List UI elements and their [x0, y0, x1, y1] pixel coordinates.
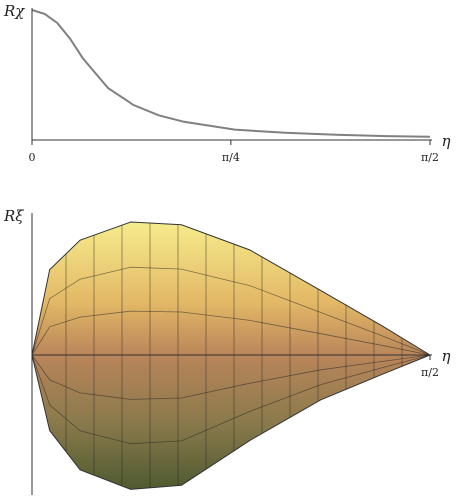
x-axis-label: η — [442, 347, 451, 365]
x-tick-label: π/2 — [421, 151, 439, 164]
mesh-line — [31, 266, 431, 356]
x-tick-label: 0 — [29, 151, 36, 164]
x-tick-label: π/2 — [421, 366, 439, 379]
x-axis-label: η — [442, 132, 451, 150]
surface-fill — [32, 222, 430, 490]
surface-edge — [31, 354, 431, 490]
y-axis-label: Rχ — [3, 2, 25, 20]
y-axis-label: Rξ — [3, 207, 24, 225]
mesh-line — [31, 354, 431, 400]
surface-edge — [31, 221, 431, 356]
line — [31, 9, 431, 138]
x-tick-label: π/4 — [222, 151, 240, 164]
mesh-line — [31, 354, 431, 445]
mesh-line — [31, 310, 431, 356]
